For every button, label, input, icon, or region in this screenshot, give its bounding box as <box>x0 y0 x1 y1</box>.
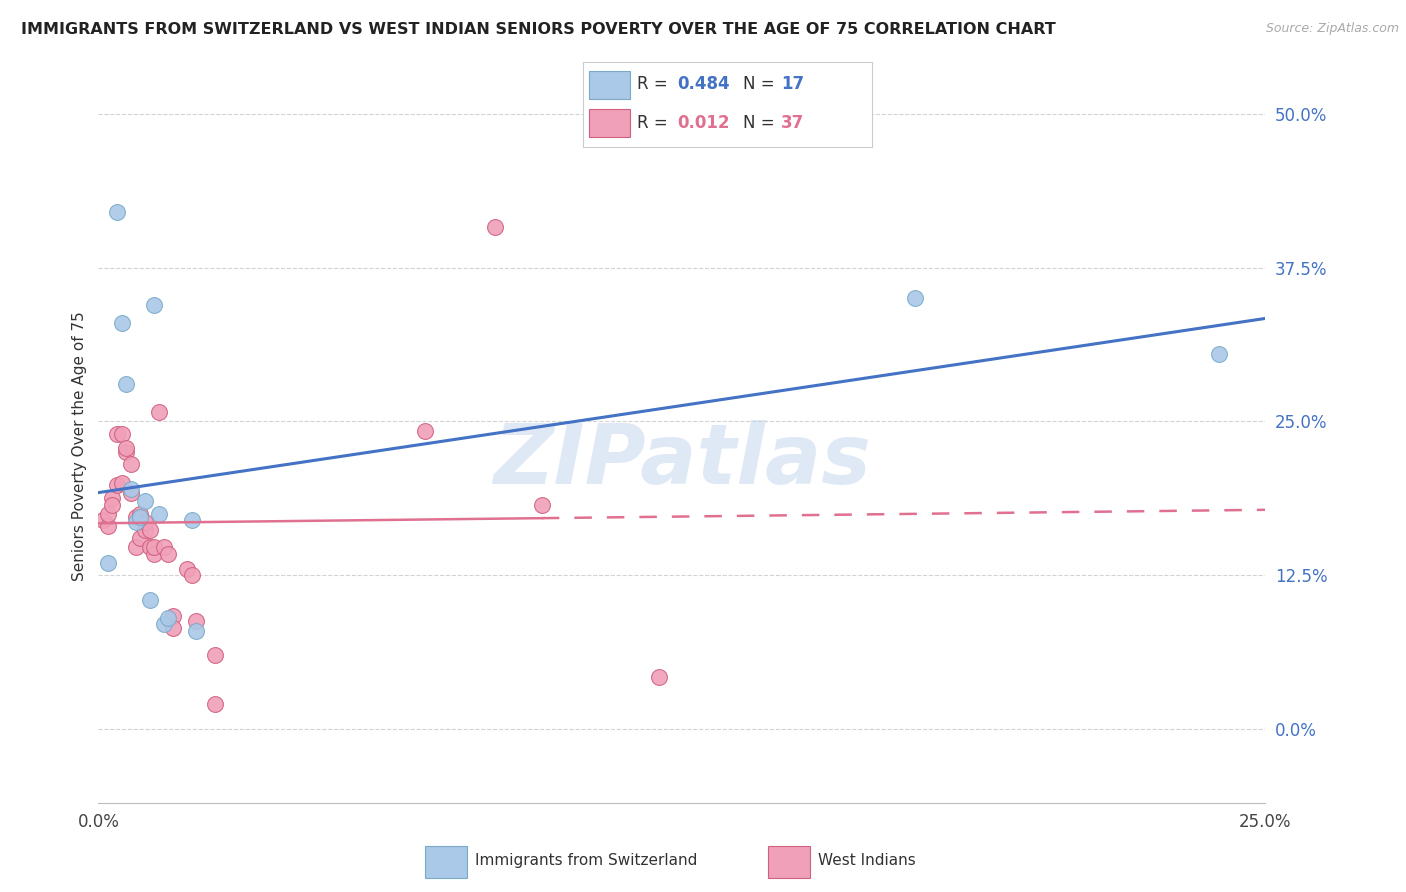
Point <box>129 507 152 521</box>
Point <box>125 510 148 524</box>
Text: West Indians: West Indians <box>818 854 915 868</box>
Point <box>143 540 166 554</box>
Point <box>148 507 170 521</box>
Point <box>134 516 156 530</box>
Point <box>139 592 162 607</box>
Point <box>115 442 138 456</box>
FancyBboxPatch shape <box>589 109 630 137</box>
Point <box>413 424 436 438</box>
Text: R =: R = <box>637 76 673 94</box>
Point <box>105 478 128 492</box>
Point <box>484 219 506 234</box>
Point <box>204 648 226 662</box>
Point <box>186 614 208 628</box>
Point <box>180 568 202 582</box>
Point <box>162 608 184 623</box>
Point <box>186 624 208 638</box>
Point <box>120 482 142 496</box>
Text: N =: N = <box>744 114 780 132</box>
Point <box>111 475 134 490</box>
Text: N =: N = <box>744 76 780 94</box>
Point <box>157 547 180 561</box>
Point <box>125 540 148 554</box>
Text: ZIPatlas: ZIPatlas <box>494 420 870 500</box>
Point <box>115 445 138 459</box>
Point <box>105 205 128 219</box>
Point <box>176 562 198 576</box>
Point <box>1208 347 1230 361</box>
Text: 0.012: 0.012 <box>678 114 730 132</box>
Text: R =: R = <box>637 114 673 132</box>
Point <box>162 621 184 635</box>
Point <box>157 611 180 625</box>
Point <box>530 498 553 512</box>
Text: 17: 17 <box>780 76 804 94</box>
Point <box>129 531 152 545</box>
Point <box>143 297 166 311</box>
Point <box>120 485 142 500</box>
Point <box>134 494 156 508</box>
Text: 37: 37 <box>780 114 804 132</box>
Point <box>129 510 152 524</box>
Point <box>111 426 134 441</box>
Text: Source: ZipAtlas.com: Source: ZipAtlas.com <box>1265 22 1399 36</box>
FancyBboxPatch shape <box>425 846 467 878</box>
Point <box>91 513 114 527</box>
Point <box>105 426 128 441</box>
Point <box>101 498 124 512</box>
Point <box>139 540 162 554</box>
Point <box>139 523 162 537</box>
Point <box>97 556 120 570</box>
FancyBboxPatch shape <box>768 846 810 878</box>
Point <box>143 547 166 561</box>
Point <box>115 377 138 392</box>
Point <box>97 519 120 533</box>
Point <box>125 516 148 530</box>
Point <box>204 698 226 712</box>
Point <box>148 404 170 418</box>
Point <box>97 507 120 521</box>
Point <box>152 540 174 554</box>
Point <box>101 491 124 505</box>
Text: 0.484: 0.484 <box>678 76 730 94</box>
Point <box>647 670 669 684</box>
Text: IMMIGRANTS FROM SWITZERLAND VS WEST INDIAN SENIORS POVERTY OVER THE AGE OF 75 CO: IMMIGRANTS FROM SWITZERLAND VS WEST INDI… <box>21 22 1056 37</box>
Y-axis label: Seniors Poverty Over the Age of 75: Seniors Poverty Over the Age of 75 <box>72 311 87 581</box>
Point <box>134 523 156 537</box>
Text: Immigrants from Switzerland: Immigrants from Switzerland <box>475 854 697 868</box>
FancyBboxPatch shape <box>589 71 630 99</box>
Point <box>111 316 134 330</box>
Point <box>120 458 142 472</box>
Point <box>152 617 174 632</box>
Point <box>904 291 927 305</box>
Point <box>180 513 202 527</box>
